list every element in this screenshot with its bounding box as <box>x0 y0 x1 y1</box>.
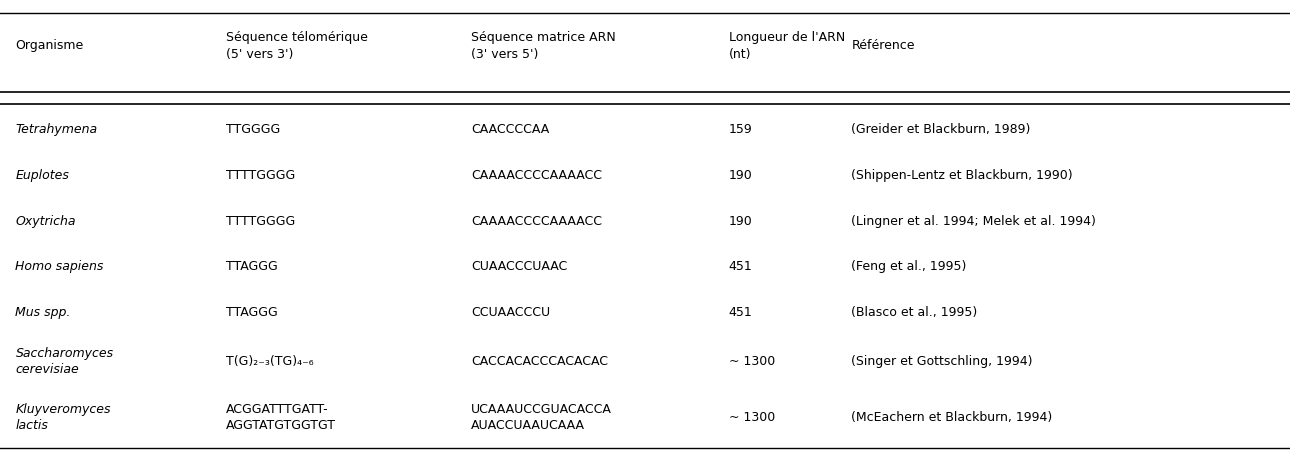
Text: Saccharomyces
cerevisiae: Saccharomyces cerevisiae <box>15 346 114 375</box>
Text: CCUAACCCU: CCUAACCCU <box>471 305 550 318</box>
Text: (Singer et Gottschling, 1994): (Singer et Gottschling, 1994) <box>851 354 1033 367</box>
Text: Longueur de l'ARN
(nt): Longueur de l'ARN (nt) <box>729 30 845 61</box>
Text: Oxytricha: Oxytricha <box>15 214 76 227</box>
Text: TTTTGGGG: TTTTGGGG <box>226 214 295 227</box>
Text: CUAACCCUAAC: CUAACCCUAAC <box>471 260 568 273</box>
Text: 451: 451 <box>729 260 752 273</box>
Text: Organisme: Organisme <box>15 39 84 52</box>
Text: Séquence matrice ARN
(3' vers 5'): Séquence matrice ARN (3' vers 5') <box>471 30 615 61</box>
Text: T(G)₂₋₃(TG)₄₋₆: T(G)₂₋₃(TG)₄₋₆ <box>226 354 313 367</box>
Text: Séquence télomérique
(5' vers 3'): Séquence télomérique (5' vers 3') <box>226 30 368 61</box>
Text: Mus spp.: Mus spp. <box>15 305 71 318</box>
Text: (Blasco et al., 1995): (Blasco et al., 1995) <box>851 305 978 318</box>
Text: CACCACACCCACACAC: CACCACACCCACACAC <box>471 354 608 367</box>
Text: (McEachern et Blackburn, 1994): (McEachern et Blackburn, 1994) <box>851 410 1053 423</box>
Text: TTGGGG: TTGGGG <box>226 123 280 136</box>
Text: UCAAAUCCGUACACCA
AUACCUAAUCAAA: UCAAAUCCGUACACCA AUACCUAAUCAAA <box>471 402 611 431</box>
Text: (Greider et Blackburn, 1989): (Greider et Blackburn, 1989) <box>851 123 1031 136</box>
Text: TTTTGGGG: TTTTGGGG <box>226 169 295 182</box>
Text: TTAGGG: TTAGGG <box>226 260 277 273</box>
Text: 159: 159 <box>729 123 752 136</box>
Text: (Feng et al., 1995): (Feng et al., 1995) <box>851 260 966 273</box>
Text: (Shippen-Lentz et Blackburn, 1990): (Shippen-Lentz et Blackburn, 1990) <box>851 169 1073 182</box>
Text: CAAAACCCCAAAACC: CAAAACCCCAAAACC <box>471 169 602 182</box>
Text: TTAGGG: TTAGGG <box>226 305 277 318</box>
Text: CAAAACCCCAAAACC: CAAAACCCCAAAACC <box>471 214 602 227</box>
Text: 190: 190 <box>729 214 752 227</box>
Text: CAACCCCAA: CAACCCCAA <box>471 123 550 136</box>
Text: Euplotes: Euplotes <box>15 169 70 182</box>
Text: Tetrahymena: Tetrahymena <box>15 123 98 136</box>
Text: Homo sapiens: Homo sapiens <box>15 260 104 273</box>
Text: 451: 451 <box>729 305 752 318</box>
Text: ~ 1300: ~ 1300 <box>729 354 775 367</box>
Text: ACGGATTTGATT-
AGGTATGTGGTGT: ACGGATTTGATT- AGGTATGTGGTGT <box>226 402 335 431</box>
Text: 190: 190 <box>729 169 752 182</box>
Text: Référence: Référence <box>851 39 915 52</box>
Text: (Lingner et al. 1994; Melek et al. 1994): (Lingner et al. 1994; Melek et al. 1994) <box>851 214 1096 227</box>
Text: Kluyveromyces
lactis: Kluyveromyces lactis <box>15 402 111 431</box>
Text: ~ 1300: ~ 1300 <box>729 410 775 423</box>
